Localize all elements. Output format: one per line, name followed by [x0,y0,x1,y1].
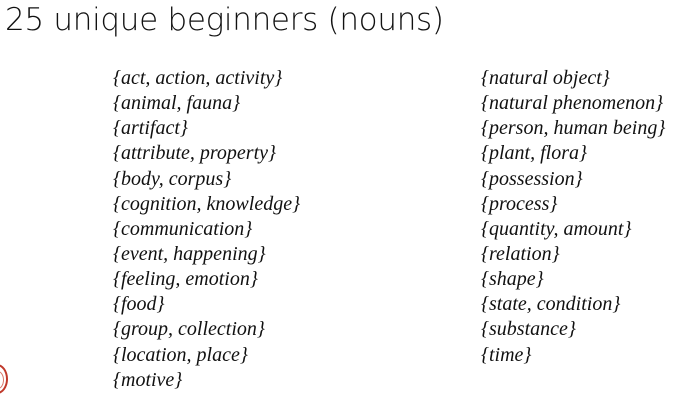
list-item: {feeling, emotion} [113,268,258,291]
list-item: {possession} [481,167,583,190]
list-item: {natural phenomenon} [481,92,664,115]
list-item: {motive} [113,368,183,391]
list-item: {body, corpus} [113,167,232,190]
list-item: {shape} [481,268,544,291]
list-item: {relation} [481,242,560,265]
list-item: {cognition, knowledge} [113,192,301,215]
list-item: {communication} [113,217,253,240]
list-item: {event, happening} [113,242,266,265]
list-item: {food} [113,293,165,316]
list-item: {state, condition} [481,293,621,316]
list-item: {substance} [481,318,576,341]
list-item: {time} [481,343,532,366]
list-item: {plant, flora} [481,142,588,165]
list-item: {natural object} [481,67,610,89]
list-item: {act, action, activity} [113,67,283,89]
slide-title: 25 unique beginners (nouns) [5,2,444,38]
seal-logo-icon [0,364,8,394]
list-item: {artifact} [113,117,188,140]
list-item: {group, collection} [113,318,265,341]
beginners-list-right: {natural object} {natural phenomenon} {p… [481,66,665,368]
list-item: {attribute, property} [113,142,277,165]
beginners-list-left: {act, action, activity} {animal, fauna} … [113,66,300,393]
list-item: {person, human being} [481,117,666,140]
list-item: {quantity, amount} [481,217,632,240]
list-item: {location, place} [113,343,248,366]
list-item: {animal, fauna} [113,92,241,115]
list-item: {process} [481,192,558,215]
